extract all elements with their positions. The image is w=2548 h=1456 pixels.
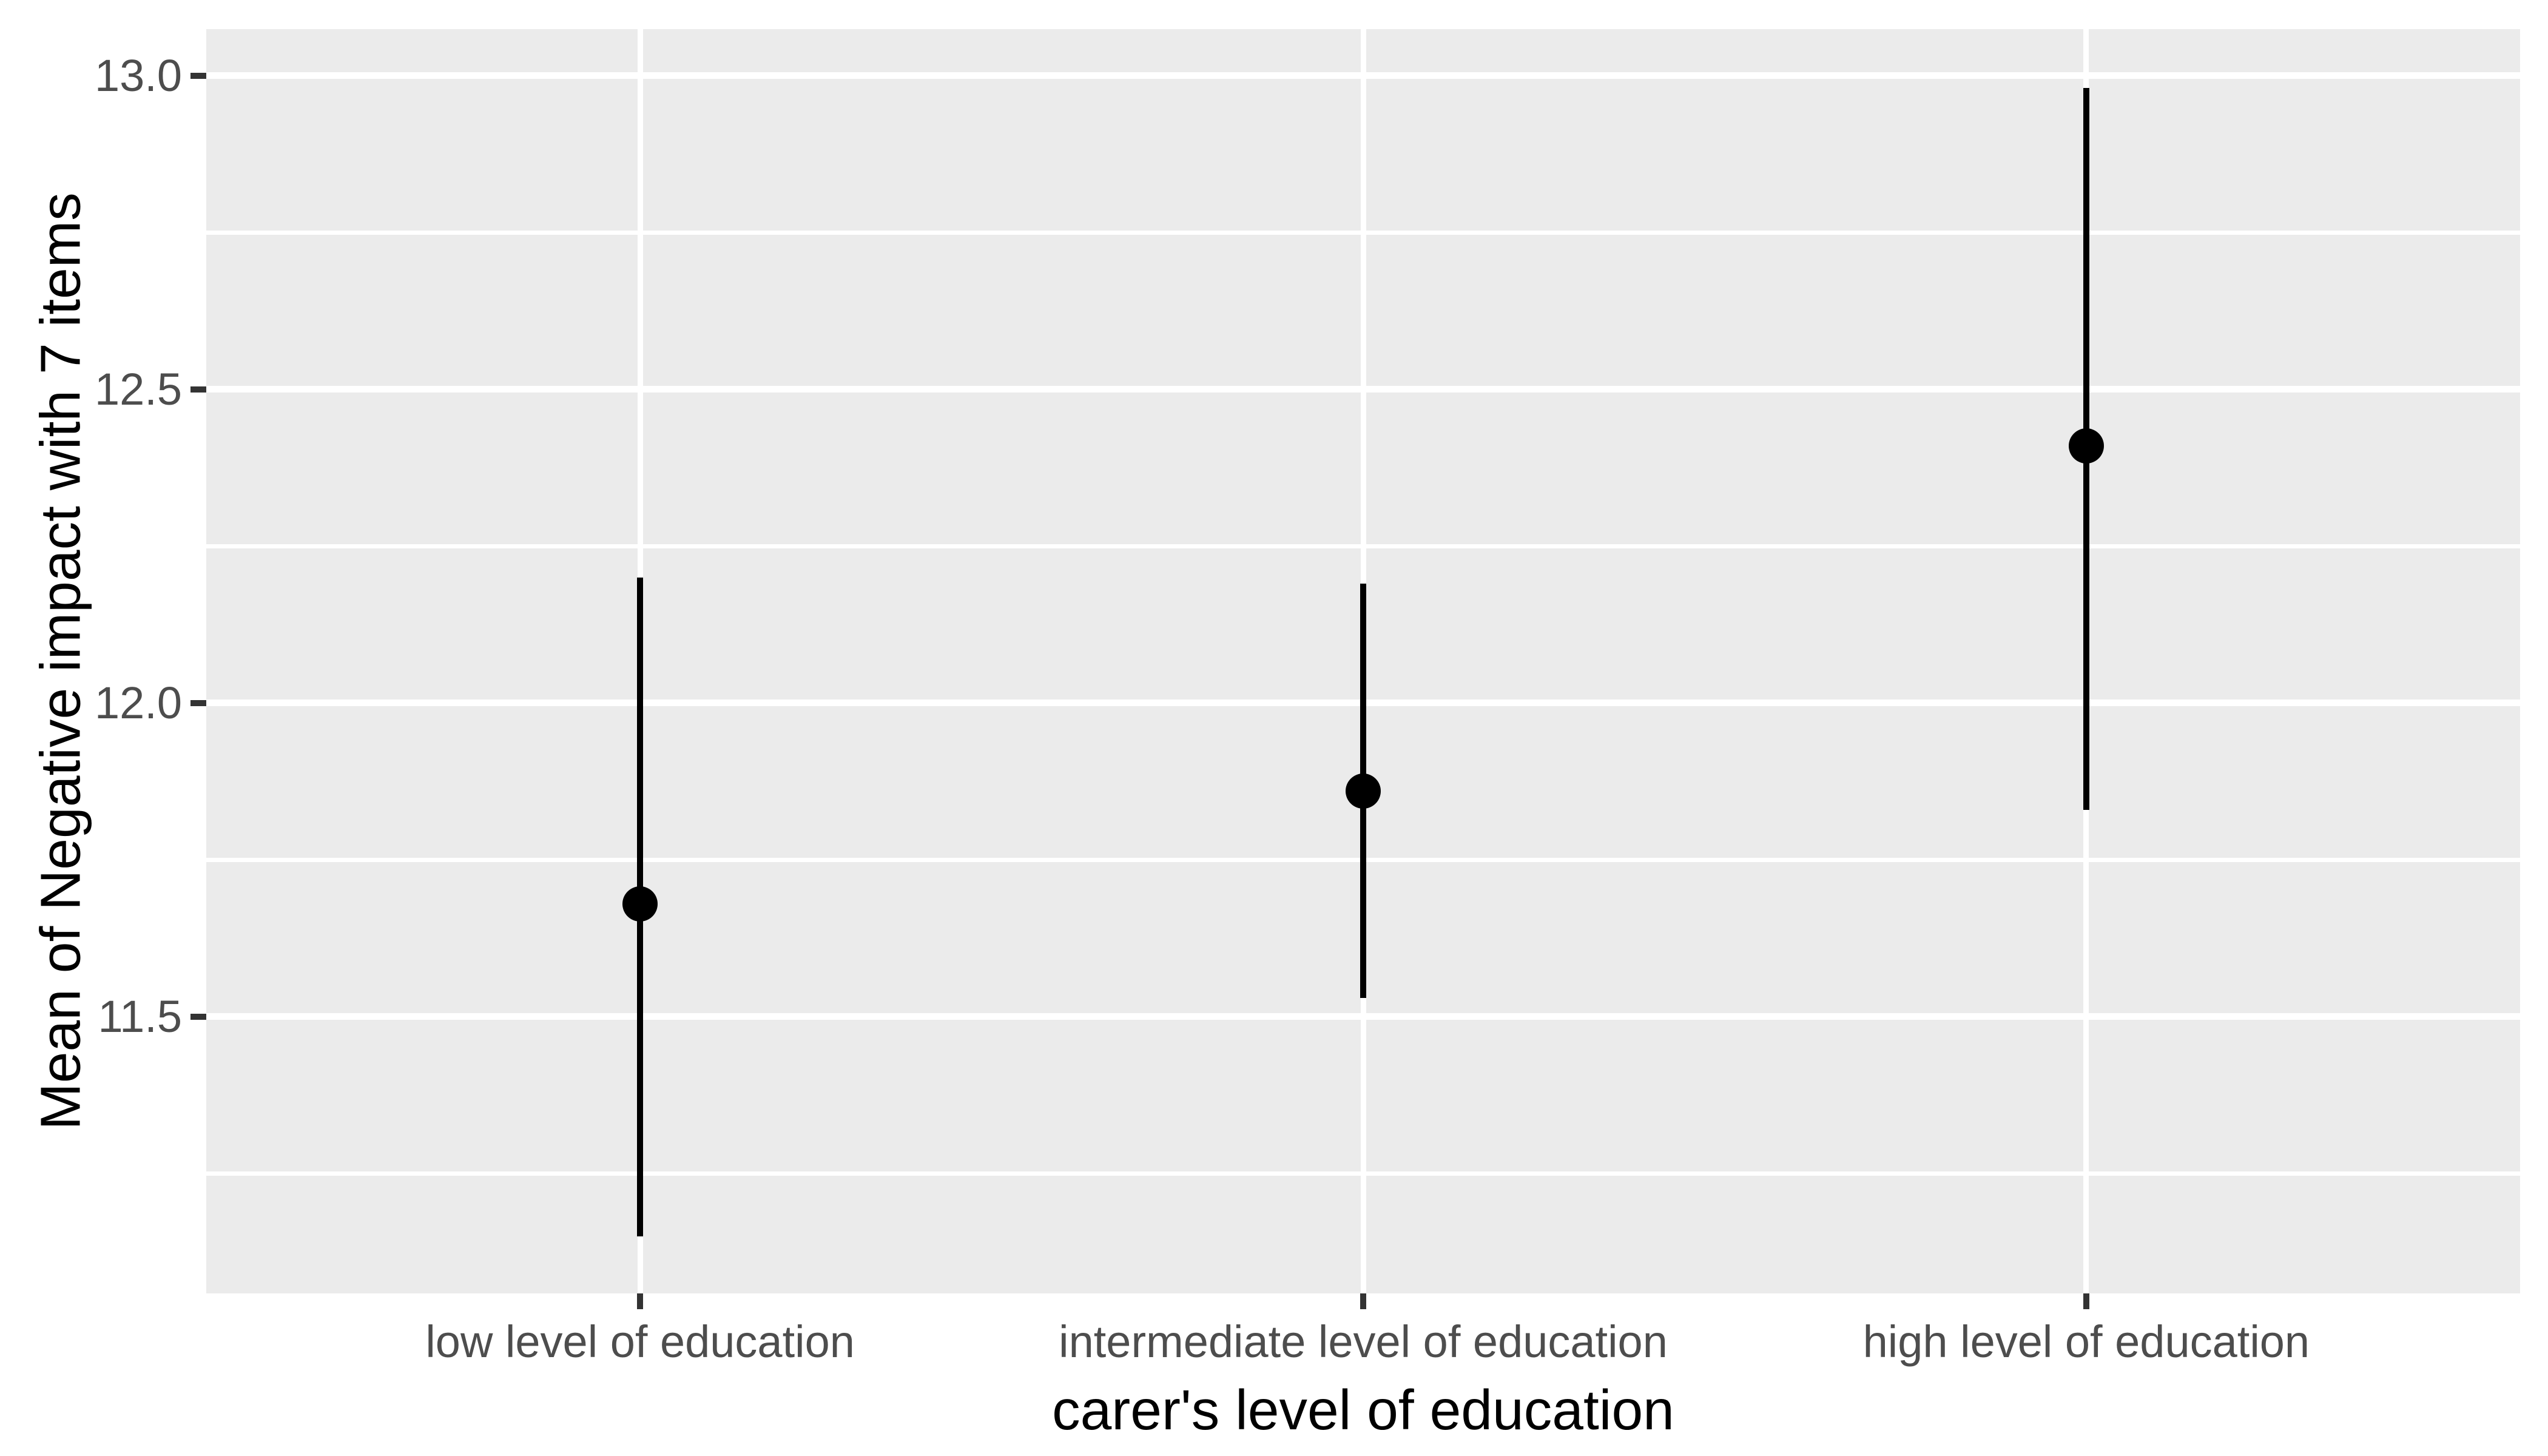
x-tick-mark (1360, 1293, 1366, 1309)
x-axis-title: carer's level of education (1052, 1378, 1674, 1441)
y-tick-mark (190, 72, 206, 79)
mean-point (2068, 428, 2104, 463)
mean-point (1346, 773, 1381, 809)
y-tick-label: 11.5 (98, 991, 182, 1042)
y-tick-mark (190, 699, 206, 706)
y-tick-label: 13.0 (94, 50, 182, 101)
y-tick-label: 12.5 (94, 363, 182, 414)
x-tick-label: low level of education (425, 1316, 855, 1367)
x-tick-label: intermediate level of education (1059, 1316, 1668, 1367)
y-tick-label: 12.0 (94, 677, 182, 728)
y-tick-mark (190, 386, 206, 393)
y-tick-mark (190, 1013, 206, 1020)
x-tick-mark (637, 1293, 644, 1309)
plot-panel (206, 29, 2520, 1293)
x-tick-mark (2083, 1293, 2089, 1309)
x-tick-label: high level of education (1862, 1316, 2310, 1367)
mean-point (622, 886, 658, 922)
y-axis-title: Mean of Negative impact with 7 items (29, 192, 92, 1130)
